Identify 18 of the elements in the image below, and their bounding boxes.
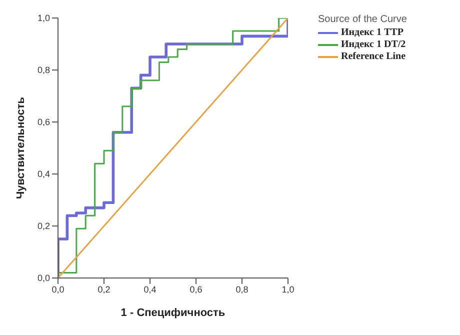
legend-label: Индекс 1 TTP (341, 27, 404, 38)
y-tick-label: 0,4 (37, 169, 50, 180)
x-tick-label: 1,0 (282, 284, 294, 294)
y-tick-label: 0,6 (37, 117, 50, 128)
legend-label: Индекс 1 DT/2 (341, 39, 406, 50)
legend-title: Source of the Curve (318, 14, 408, 25)
y-tick-label: 0,2 (37, 221, 50, 232)
legend-label: Reference Line (341, 51, 406, 62)
y-axis-title: Чувствительность (14, 96, 27, 200)
x-tick-label: 0,6 (190, 284, 202, 294)
x-tick-label: 0,2 (98, 284, 110, 294)
y-tick-label: 0,8 (37, 65, 50, 76)
y-tick-label: 0,0 (37, 273, 50, 284)
x-axis-title: 1 - Специфичность (120, 307, 226, 319)
x-tick-label: 0,0 (52, 284, 64, 294)
x-tick-label: 0,8 (236, 284, 248, 294)
y-tick-label: 1,0 (37, 13, 50, 24)
x-tick-label: 0,4 (144, 284, 156, 294)
